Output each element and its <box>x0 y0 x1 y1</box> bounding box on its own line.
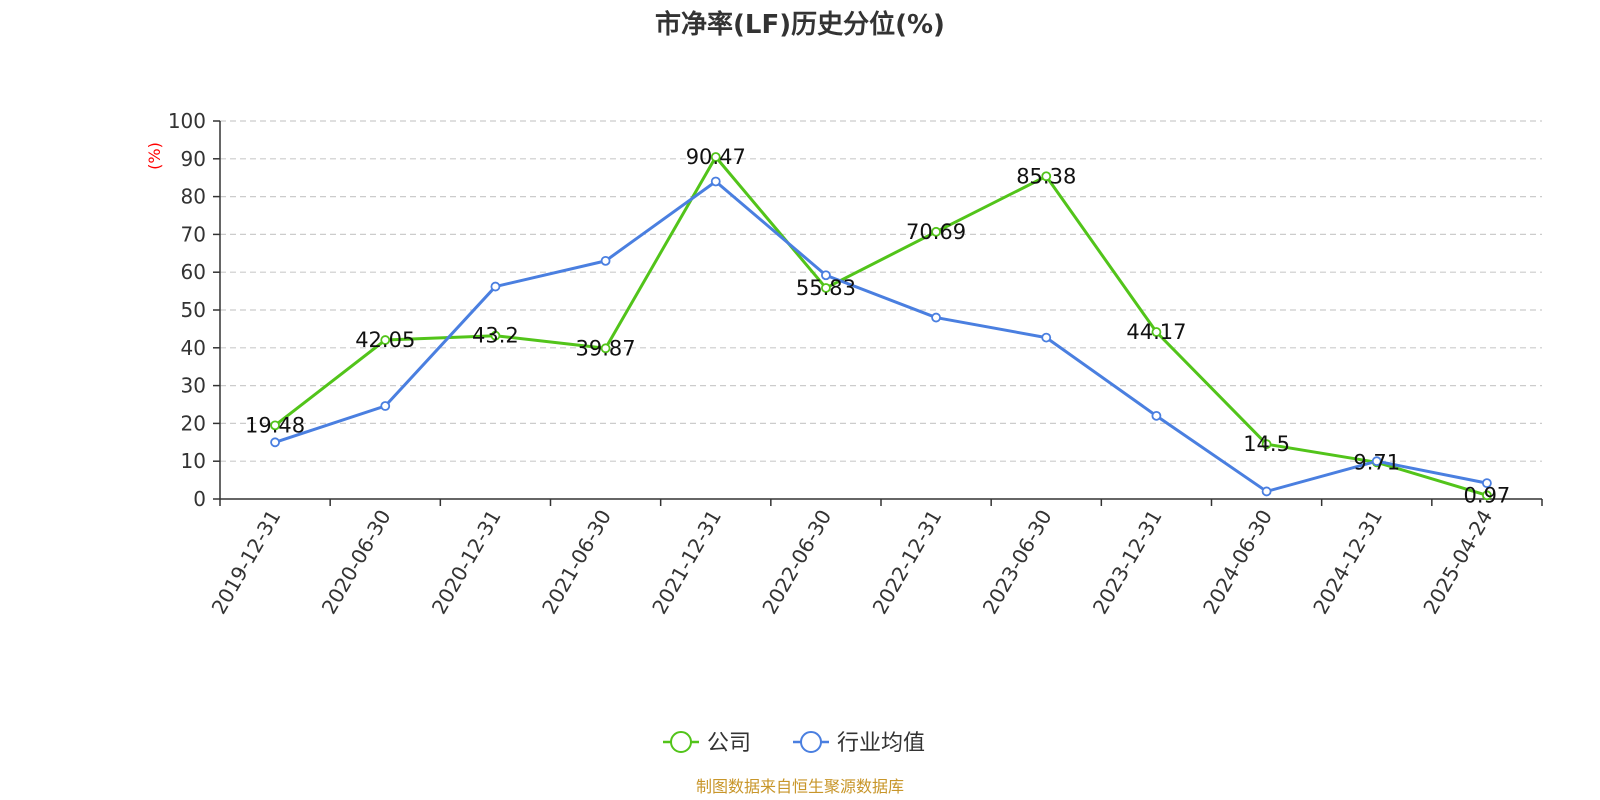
x-tick-label: 2022-06-30 <box>757 506 836 619</box>
data-point <box>931 226 941 237</box>
series-points <box>270 152 1492 501</box>
data-point <box>710 152 721 162</box>
data-label: 14.5 <box>1243 432 1290 456</box>
data-label: 90.47 <box>686 145 746 169</box>
x-tick-label: 2020-12-31 <box>427 506 506 619</box>
data-labels: 19.48 42.05 43.2 39.87 90.47 55.83 70.69 85.38 4… <box>245 145 1510 507</box>
data-label: 39.87 <box>576 336 636 360</box>
y-tick-label: 0 <box>193 487 206 511</box>
y-tick-label: 50 <box>181 298 206 322</box>
y-axis-ticks: 0 10 20 30 40 50 60 70 80 90 100 <box>168 109 220 511</box>
y-tick-label: 20 <box>181 411 206 435</box>
data-point <box>1261 486 1272 497</box>
data-point <box>600 343 611 354</box>
legend-label: 行业均值 <box>837 731 925 756</box>
data-label: 85.38 <box>1016 164 1076 188</box>
x-tick-label: 2022-12-31 <box>868 506 947 619</box>
data-point <box>1041 332 1052 343</box>
data-label: 42.05 <box>355 328 415 352</box>
x-tick-label: 2023-06-30 <box>978 506 1057 619</box>
data-label: 9.71 <box>1353 450 1400 474</box>
x-tick-label: 2019-12-31 <box>207 506 286 619</box>
data-point <box>380 335 391 345</box>
series-line-1 <box>274 155 1488 497</box>
y-tick-label: 10 <box>181 449 206 473</box>
x-tick-label: 2020-06-30 <box>317 506 396 619</box>
x-tick-label: 2024-06-30 <box>1198 506 1277 619</box>
y-tick-label: 60 <box>181 260 206 284</box>
data-point <box>1151 410 1162 421</box>
y-tick-label: 40 <box>181 336 206 360</box>
data-point <box>1482 478 1492 489</box>
data-label: 44.17 <box>1126 320 1186 344</box>
data-point <box>270 420 280 431</box>
data-point <box>1371 456 1382 467</box>
legend[interactable]: 公司 行业均值 <box>663 731 925 756</box>
data-point <box>1482 490 1492 501</box>
data-point <box>490 281 501 292</box>
x-tick-label: 2021-06-30 <box>537 506 616 619</box>
x-tick-label: 2023-12-31 <box>1088 506 1167 619</box>
x-tick-label: 2024-12-31 <box>1308 506 1387 619</box>
x-tick-label: 2021-12-31 <box>647 506 726 619</box>
data-label: 55.83 <box>796 276 856 300</box>
data-point <box>490 330 501 341</box>
data-point <box>710 176 721 187</box>
y-axis-label: (%) <box>145 142 164 170</box>
series-line-2 <box>274 179 1488 493</box>
chart-title: 市净率(LF)历史分位(%) <box>655 9 945 40</box>
gridlines <box>220 120 1542 462</box>
data-point <box>1261 439 1272 450</box>
y-tick-label: 30 <box>181 374 206 398</box>
data-point <box>931 312 941 323</box>
y-tick-label: 70 <box>181 222 206 246</box>
data-label: 70.69 <box>906 220 966 244</box>
data-label: 43.2 <box>472 324 519 348</box>
data-label: 0.97 <box>1464 483 1511 507</box>
x-axis-ticks: 2019-12-31 2020-06-30 2020-12-31 2021-06-30… <box>207 499 1543 619</box>
y-tick-label: 80 <box>181 185 206 209</box>
series-lines <box>274 155 1488 497</box>
x-tick-label: 2025-04-24 <box>1418 506 1497 619</box>
legend-marker-icon <box>800 731 822 753</box>
source-note: 制图数据来自恒生聚源数据库 <box>696 777 904 796</box>
y-tick-label: 90 <box>181 147 206 171</box>
data-point <box>600 255 611 266</box>
data-point <box>270 437 280 448</box>
data-point <box>821 283 831 293</box>
y-tick-label: 100 <box>168 109 206 133</box>
data-point <box>1041 171 1052 182</box>
data-point <box>1151 327 1162 337</box>
legend-label: 公司 <box>707 731 751 756</box>
legend-marker-icon <box>670 731 692 753</box>
data-point <box>380 401 391 411</box>
data-label: 19.48 <box>245 413 305 437</box>
data-point <box>821 270 831 281</box>
